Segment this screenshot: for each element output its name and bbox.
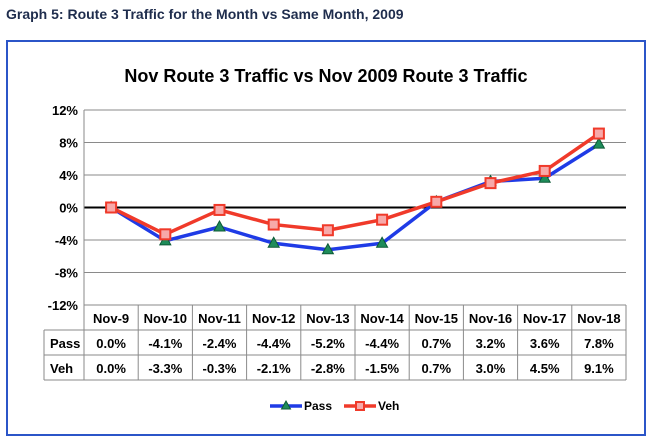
x-tick-label: Nov-15 xyxy=(415,311,458,326)
data-label: -2.1% xyxy=(257,361,291,376)
data-label: 7.8% xyxy=(584,336,614,351)
x-tick-label: Nov-17 xyxy=(523,311,566,326)
data-point-veh xyxy=(484,177,497,190)
data-label: -2.8% xyxy=(311,361,345,376)
data-label: -0.3% xyxy=(203,361,237,376)
data-label: 3.6% xyxy=(530,336,560,351)
data-point-veh xyxy=(105,201,118,214)
x-tick-label: Nov-11 xyxy=(198,311,241,326)
chart: Nov Route 3 Traffic vs Nov 2009 Route 3 … xyxy=(43,66,627,413)
data-label: -4.4% xyxy=(365,336,399,351)
data-point-pass xyxy=(592,137,606,149)
data-label: 9.1% xyxy=(584,361,614,376)
y-tick-label: -12% xyxy=(48,298,79,313)
data-label: -1.5% xyxy=(365,361,399,376)
legend-marker-veh xyxy=(355,401,365,411)
data-label: 0.7% xyxy=(421,361,451,376)
x-tick-label: Nov-13 xyxy=(306,311,349,326)
table-series-name: Pass xyxy=(50,336,80,351)
y-tick-label: 12% xyxy=(52,103,78,118)
y-tick-label: -8% xyxy=(55,266,79,281)
x-tick-label: Nov-18 xyxy=(577,311,620,326)
y-tick-label: 4% xyxy=(59,168,78,183)
legend-marker-pass xyxy=(280,399,292,410)
x-tick-label: Nov-16 xyxy=(469,311,512,326)
data-point-pass xyxy=(375,236,389,248)
data-label: 4.5% xyxy=(530,361,560,376)
data-point-veh xyxy=(376,213,389,226)
data-label: -3.3% xyxy=(148,361,182,376)
data-label: 3.2% xyxy=(476,336,506,351)
series-line-pass xyxy=(110,142,600,252)
legend-label: Pass xyxy=(304,399,332,413)
x-tick-label: Nov-10 xyxy=(144,311,187,326)
x-tick-label: Nov-9 xyxy=(93,311,129,326)
data-point-veh xyxy=(592,127,605,140)
data-point-veh xyxy=(159,228,172,241)
x-tick-label: Nov-12 xyxy=(252,311,295,326)
y-tick-label: -4% xyxy=(55,233,79,248)
graph-caption: Graph 5: Route 3 Traffic for the Month v… xyxy=(6,6,404,22)
y-tick-label: 0% xyxy=(59,201,78,216)
data-point-veh xyxy=(430,195,443,208)
data-label: -4.4% xyxy=(257,336,291,351)
series-line-veh xyxy=(110,132,600,237)
data-point-pass xyxy=(213,219,226,232)
data-label: 3.0% xyxy=(476,361,506,376)
legend-label: Veh xyxy=(378,399,399,413)
data-label: 0.0% xyxy=(96,361,126,376)
data-point-pass xyxy=(267,236,281,248)
data-point-pass xyxy=(538,171,552,183)
data-point-veh xyxy=(213,203,226,216)
data-label: 0.0% xyxy=(96,336,126,351)
chart-title: Nov Route 3 Traffic vs Nov 2009 Route 3 … xyxy=(124,66,527,86)
x-tick-label: Nov-14 xyxy=(360,311,404,326)
data-label: 0.7% xyxy=(421,336,451,351)
data-label: -2.4% xyxy=(203,336,237,351)
table-series-name: Veh xyxy=(50,361,73,376)
data-label: -5.2% xyxy=(311,336,345,351)
data-point-pass xyxy=(321,242,335,255)
data-point-veh xyxy=(538,164,551,177)
y-tick-label: 8% xyxy=(59,136,78,151)
data-point-veh xyxy=(321,224,334,237)
data-point-veh xyxy=(267,218,280,231)
chart-frame: Nov Route 3 Traffic vs Nov 2009 Route 3 … xyxy=(6,40,646,436)
data-label: -4.1% xyxy=(148,336,182,351)
